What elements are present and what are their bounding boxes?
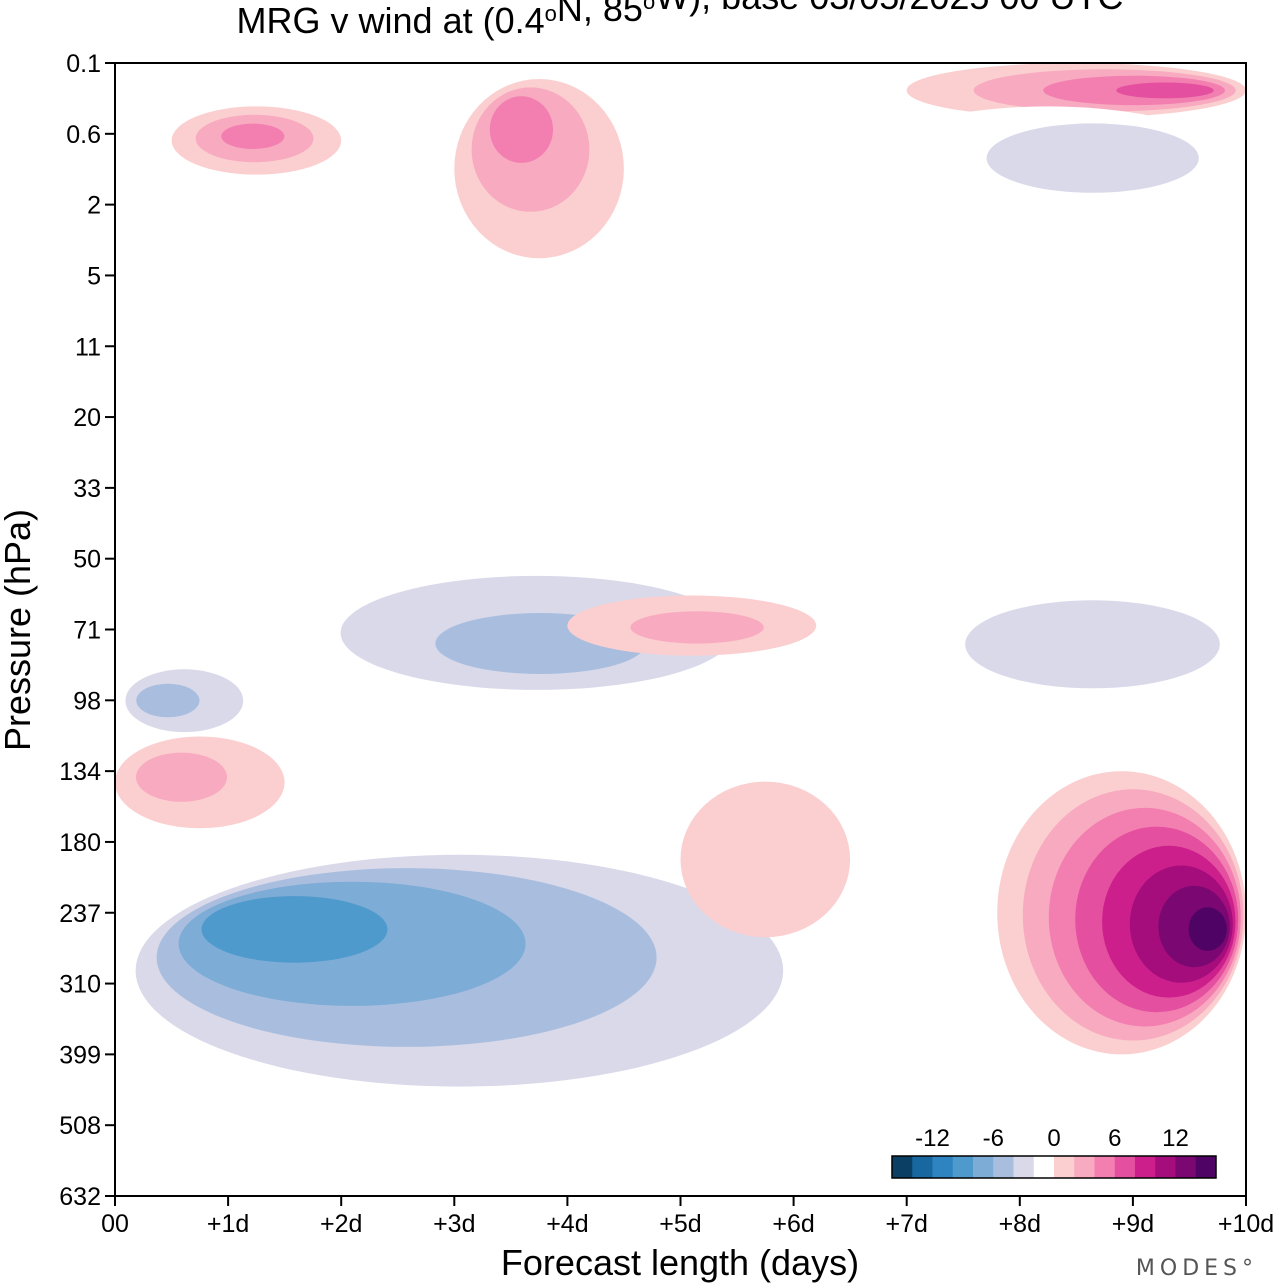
- y-tick-label: 50: [73, 546, 101, 574]
- contour-feature-negative-2: [115, 655, 285, 747]
- x-tick-label: +6d: [772, 1210, 814, 1238]
- colorbar-swatch: [892, 1156, 913, 1178]
- contour-feature-negative-10: [850, 106, 1246, 236]
- contour-feature-positive-7: [171, 106, 342, 175]
- colorbar-swatch: [973, 1156, 994, 1178]
- y-axis: 0.1 0.6 2 5 11 20 33 50 71 98 134 180 237 310 399 508 63…: [59, 50, 115, 1211]
- colorbar-swatch: [1094, 1156, 1116, 1178]
- x-tick-label: 00: [101, 1210, 129, 1238]
- y-tick-label: 71: [73, 617, 101, 645]
- y-tick-label: 310: [59, 971, 101, 999]
- colorbar-swatch: [1114, 1156, 1136, 1178]
- x-tick-label: +8d: [999, 1210, 1041, 1238]
- colorbar-swatch: [1054, 1156, 1075, 1178]
- y-tick-label: 508: [59, 1112, 101, 1140]
- contour-level-6: [221, 123, 285, 149]
- colorbar-frame: [891, 1155, 1217, 1179]
- contour-level--4: [965, 600, 1220, 689]
- colorbar-tick-label: -6: [983, 1125, 1004, 1152]
- contour-level--10: [201, 896, 388, 963]
- x-tick-label: +1d: [207, 1210, 249, 1238]
- x-tick-label: +5d: [659, 1210, 701, 1238]
- contour-feature-positive-1: [997, 771, 1246, 1055]
- x-axis-title: Forecast length (days): [501, 1242, 859, 1283]
- contour-level--4: [986, 123, 1199, 193]
- x-tick-label: +7d: [885, 1210, 927, 1238]
- contour-feature-positive-3: [115, 736, 285, 829]
- contour-level-6: [489, 96, 553, 163]
- colorbar-swatch: [1155, 1156, 1176, 1178]
- contour-feature-positive-11: [680, 781, 851, 938]
- colorbar-swatch: [932, 1156, 954, 1178]
- colorbar-swatch: [1175, 1156, 1197, 1178]
- colorbar-swatch: [1033, 1156, 1055, 1178]
- contour-feature-positive-8: [454, 79, 624, 259]
- x-tick-label: +2d: [320, 1210, 362, 1238]
- contour-feature-positive-6: [567, 595, 817, 656]
- x-tick-label: +3d: [433, 1210, 475, 1238]
- y-tick-label: 20: [73, 404, 101, 432]
- colorbar-tick-label: 6: [1108, 1125, 1121, 1152]
- title-group: MRG v wind at (0.4oN, 85oW), base 03/05/…: [237, 0, 1124, 41]
- contour-level-4: [630, 611, 764, 644]
- chart-title: MRG v wind at (0.4oN, 85oW), base 03/05/…: [237, 0, 1124, 41]
- colorbar-swatch: [993, 1156, 1014, 1178]
- brand-logo: MODES°: [1136, 1256, 1258, 1281]
- y-tick-label: 33: [73, 475, 101, 503]
- contour-level-4: [136, 752, 227, 802]
- colorbar-swatch: [1195, 1156, 1217, 1178]
- colorbar-swatch: [1013, 1156, 1035, 1178]
- y-tick-label: 180: [59, 829, 101, 857]
- y-axis-title: Pressure (hPa): [0, 509, 38, 751]
- contour-level--6: [136, 683, 200, 718]
- colorbar-tick-label: 12: [1162, 1125, 1189, 1152]
- colorbar-swatch: [1135, 1156, 1156, 1178]
- x-tick-label: +10d: [1218, 1210, 1274, 1238]
- contour-level-8: [1116, 82, 1214, 99]
- y-tick-label: 632: [59, 1183, 101, 1211]
- y-tick-label: 2: [87, 192, 101, 220]
- y-tick-label: 237: [59, 900, 101, 928]
- y-tick-label: 11: [75, 333, 101, 361]
- y-tick-label: 0.1: [66, 50, 101, 78]
- y-tick-label: 134: [59, 758, 101, 786]
- contour-level-16: [1188, 907, 1227, 951]
- colorbar-swatch: [1074, 1156, 1095, 1178]
- contour-level-2: [680, 781, 851, 938]
- x-axis: 00 +1d +2d +3d +4d +5d +6d +7d +8d +9d +10d: [101, 1196, 1274, 1238]
- x-tick-label: +9d: [1112, 1210, 1154, 1238]
- contour-feature-negative-5: [771, 540, 1246, 705]
- y-tick-label: 399: [59, 1041, 101, 1069]
- contour-field: [115, 63, 1246, 1126]
- colorbar: -12 -6 0 6 12: [891, 1125, 1217, 1179]
- colorbar-swatch: [912, 1156, 933, 1178]
- y-tick-label: 98: [73, 687, 101, 715]
- colorbar-swatch: [952, 1156, 974, 1178]
- y-tick-label: 0.6: [66, 121, 101, 149]
- x-tick-label: +4d: [546, 1210, 588, 1238]
- colorbar-tick-label: 0: [1047, 1125, 1060, 1152]
- contour-feature-positive-9: [906, 63, 1246, 118]
- y-tick-label: 5: [87, 262, 101, 290]
- colorbar-tick-label: -12: [915, 1125, 950, 1152]
